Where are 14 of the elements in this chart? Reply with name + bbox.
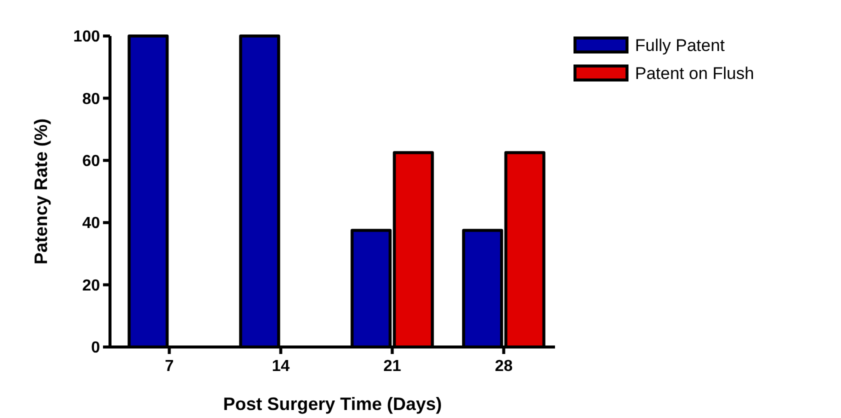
x-tick-label: 14 xyxy=(272,358,290,375)
y-tick-label: 60 xyxy=(82,153,100,170)
y-tick-label: 40 xyxy=(82,215,100,232)
x-tick-label: 21 xyxy=(383,358,402,375)
y-tick-label: 80 xyxy=(82,90,100,108)
x-tick-label: 28 xyxy=(494,358,513,375)
x-tick-label: 7 xyxy=(164,358,174,375)
legend-label: Fully Patent xyxy=(635,36,726,55)
y-tick-label: 20 xyxy=(82,277,100,294)
y-tick-label: 0 xyxy=(91,340,100,357)
y-axis-title: Patency Rate (%) xyxy=(31,118,51,265)
y-tick-label: 100 xyxy=(73,28,100,46)
x-axis-title: Post Surgery Time (Days) xyxy=(223,394,442,414)
legend-label: Patent on Flush xyxy=(635,64,754,83)
